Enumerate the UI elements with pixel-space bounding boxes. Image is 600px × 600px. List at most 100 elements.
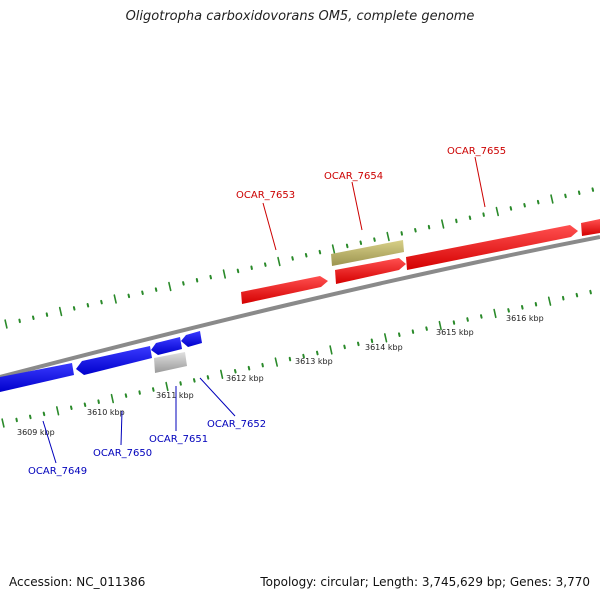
outer-minor-tick: [195, 278, 199, 283]
label-OCAR_7650[interactable]: OCAR_7650: [93, 448, 152, 459]
inner-minor-tick: [398, 332, 401, 337]
inner-major-tick: [383, 333, 388, 343]
outer-minor-tick: [209, 274, 212, 280]
inner-minor-tick: [152, 387, 155, 392]
outer-major-tick: [113, 294, 117, 304]
outer-minor-tick: [345, 243, 349, 249]
inner-major-tick: [547, 296, 552, 306]
inner-minor-tick: [206, 375, 210, 380]
inner-minor-tick: [138, 390, 141, 395]
label-OCAR_7655[interactable]: OCAR_7655: [447, 146, 506, 157]
forward-genes: [241, 219, 600, 304]
outer-minor-tick: [400, 231, 403, 236]
accession-text: Accession: NC_011386: [9, 575, 146, 589]
gene-labels: OCAR_7653 OCAR_7654 OCAR_7655 OCAR_7649 …: [28, 146, 506, 477]
inner-minor-tick: [42, 411, 46, 417]
outer-minor-tick: [591, 187, 595, 192]
inner-minor-tick: [507, 308, 510, 313]
inner-minor-tick: [97, 399, 100, 404]
gene-OCAR_7650[interactable]: [76, 346, 152, 375]
outer-minor-tick: [318, 249, 322, 255]
kbp-label-3613: 3613 kbp: [295, 357, 333, 366]
leader-OCAR_7652: [199, 377, 236, 417]
inner-major-tick: [274, 357, 279, 367]
inner-major-tick: [220, 369, 224, 380]
outer-minor-tick: [427, 224, 431, 230]
inner-major-tick: [110, 393, 114, 404]
outer-minor-tick: [509, 206, 513, 211]
outer-minor-tick: [455, 218, 458, 224]
leader-OCAR_7655: [474, 156, 486, 208]
label-OCAR_7654[interactable]: OCAR_7654: [324, 171, 383, 182]
kbp-labels: 3609 kbp 3610 kbp 3611 kbp 3612 kbp 3613…: [17, 314, 544, 437]
inner-minor-tick: [193, 378, 196, 383]
outer-minor-tick: [236, 268, 240, 274]
kbp-label-3611: 3611 kbp: [156, 391, 194, 400]
inner-minor-tick: [316, 350, 319, 356]
outer-minor-tick: [359, 240, 363, 245]
outer-minor-tick: [291, 256, 294, 261]
inner-minor-tick: [452, 320, 456, 325]
outer-minor-tick: [182, 281, 185, 286]
outer-major-tick: [440, 219, 445, 229]
gene-OCAR_7649[interactable]: [0, 363, 74, 392]
inner-major-tick: [1, 418, 5, 428]
outer-minor-tick: [32, 315, 35, 320]
inner-minor-tick: [234, 369, 237, 374]
kbp-label-3609: 3609 kbp: [17, 428, 55, 437]
genome-summary-text: Topology: circular; Length: 3,745,629 bp…: [260, 575, 590, 589]
feature-khaki[interactable]: [331, 240, 404, 266]
outer-minor-tick: [536, 199, 540, 205]
outer-minor-tick: [564, 193, 567, 199]
gene-OCAR_7654[interactable]: [335, 258, 406, 284]
leader-OCAR_7649: [42, 420, 57, 464]
kbp-label-3610: 3610 kbp: [87, 408, 125, 417]
inner-minor-tick: [357, 341, 360, 347]
outer-minor-tick: [373, 237, 376, 242]
inner-major-tick: [55, 406, 60, 416]
leader-OCAR_7653: [262, 202, 277, 251]
inner-minor-tick: [124, 393, 128, 398]
gene-OCAR_7652[interactable]: [181, 331, 202, 347]
gene-OCAR_7656[interactable]: [581, 219, 600, 236]
inner-minor-tick: [29, 414, 32, 420]
gene-OCAR_7655[interactable]: [406, 225, 578, 270]
inner-minor-tick: [562, 295, 565, 301]
outer-major-tick: [168, 281, 172, 292]
inner-minor-tick: [15, 417, 18, 423]
kbp-label-3615: 3615 kbp: [436, 328, 474, 337]
inner-minor-tick: [83, 402, 87, 407]
outer-minor-tick: [154, 287, 158, 292]
outer-minor-tick: [468, 215, 472, 220]
label-OCAR_7652[interactable]: OCAR_7652: [207, 419, 266, 430]
outer-major-tick: [550, 194, 554, 204]
feature-gray[interactable]: [154, 352, 187, 373]
inner-major-tick: [165, 381, 169, 392]
inner-minor-tick: [302, 353, 305, 359]
outer-major-tick: [495, 206, 500, 217]
outer-minor-tick: [72, 306, 76, 311]
gene-OCAR_7651[interactable]: [151, 337, 182, 355]
map-title: Oligotropha carboxidovorans OM5, complet…: [125, 9, 475, 24]
inner-minor-tick: [247, 365, 251, 371]
outer-minor-tick: [100, 299, 103, 305]
kbp-label-3612: 3612 kbp: [226, 374, 264, 383]
label-OCAR_7653[interactable]: OCAR_7653: [236, 190, 295, 201]
inner-minor-tick: [179, 381, 182, 386]
label-OCAR_7649[interactable]: OCAR_7649: [28, 466, 87, 477]
inner-minor-tick: [521, 305, 524, 310]
inner-major-tick: [329, 345, 333, 355]
inner-minor-tick: [589, 289, 592, 295]
outer-minor-tick: [18, 318, 21, 324]
label-OCAR_7651[interactable]: OCAR_7651: [149, 434, 208, 445]
inner-minor-tick: [70, 405, 73, 410]
inner-minor-tick: [411, 329, 415, 334]
inner-minor-tick: [370, 338, 374, 344]
outer-major-tick: [386, 231, 390, 242]
gene-OCAR_7653[interactable]: [241, 276, 328, 304]
inner-minor-tick: [425, 326, 428, 331]
reverse-genes: [0, 331, 202, 392]
leader-OCAR_7650: [120, 410, 123, 446]
inner-minor-tick: [480, 314, 483, 319]
